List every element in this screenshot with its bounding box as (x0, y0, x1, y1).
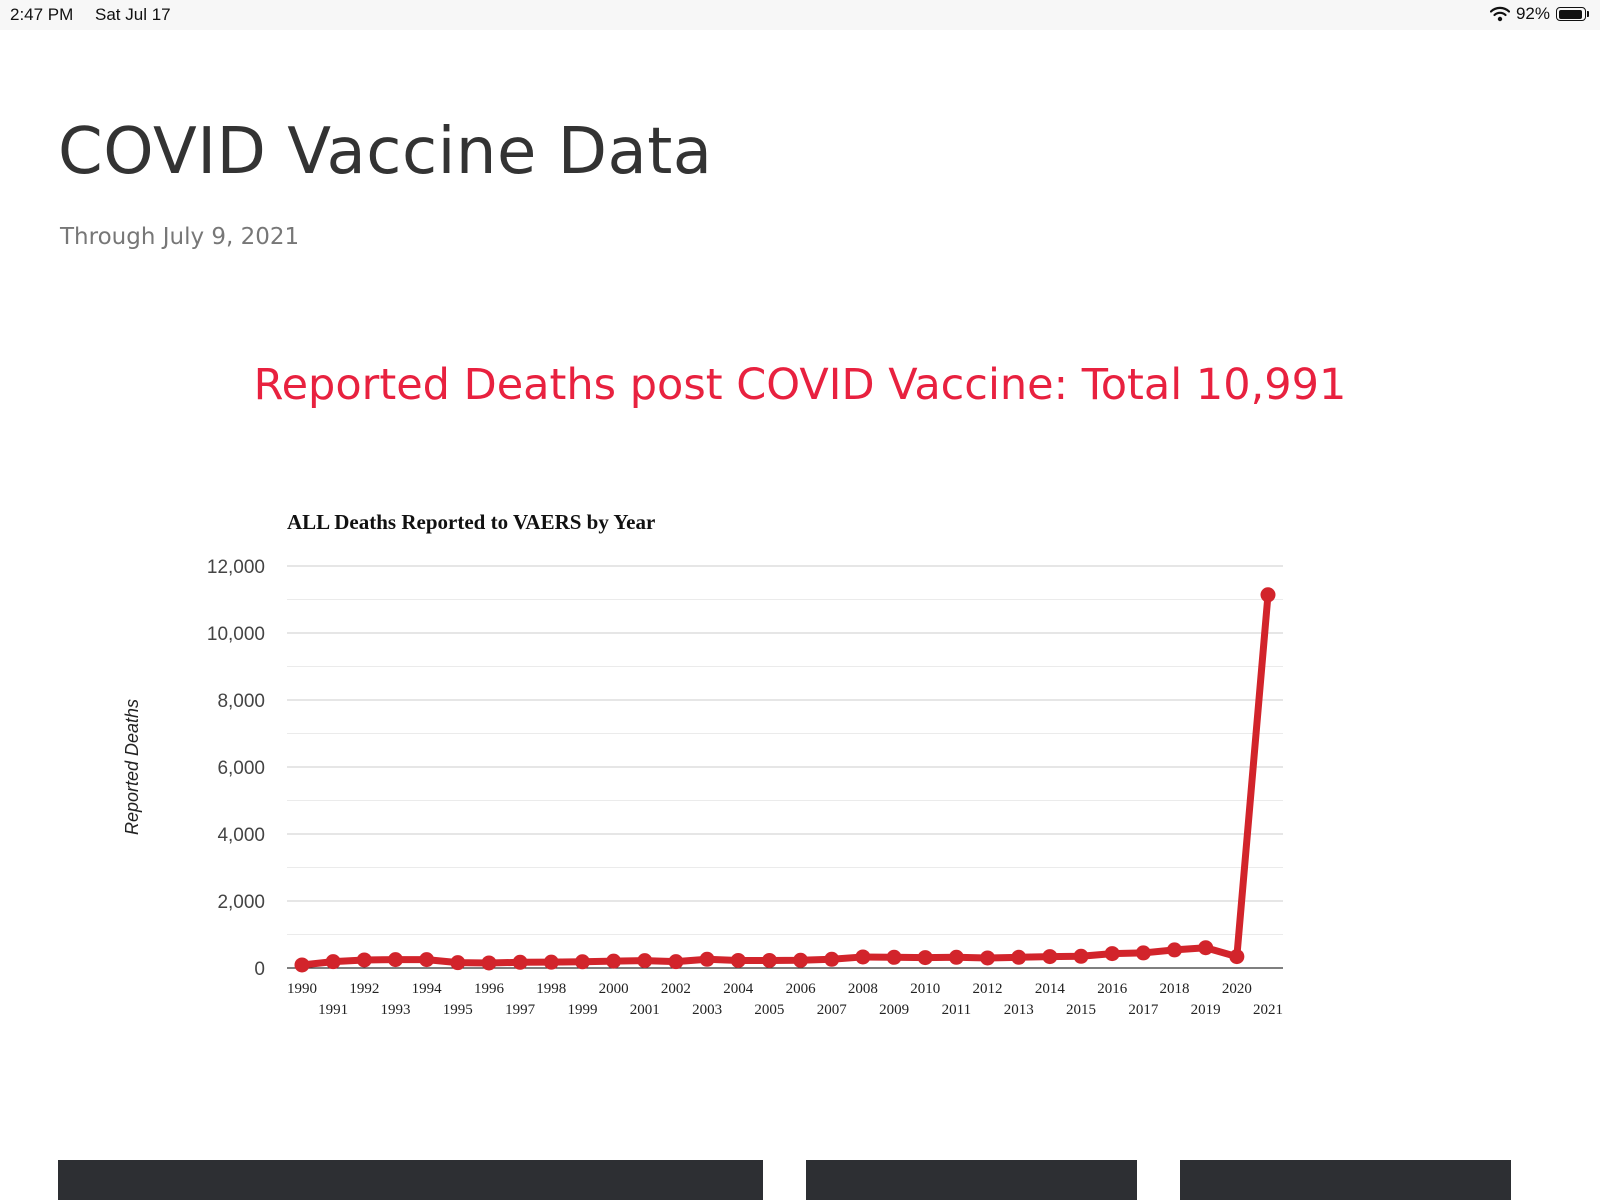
y-tick-label: 2,000 (217, 892, 265, 913)
y-tick-label: 0 (254, 959, 265, 980)
data-point-2014 (1042, 949, 1058, 965)
y-tick-label: 10,000 (207, 624, 265, 645)
y-tick-label: 4,000 (217, 825, 265, 846)
data-point-2005 (761, 952, 777, 968)
x-tick-label: 1993 (380, 1002, 410, 1018)
data-point-2015 (1073, 948, 1089, 964)
data-point-1991 (325, 954, 341, 970)
deaths-line-chart: ALL Deaths Reported to VAERS by Year Rep… (122, 510, 1283, 1018)
data-point-2003 (699, 951, 715, 967)
data-point-1995 (450, 955, 466, 971)
data-point-2013 (1011, 949, 1027, 965)
y-tick-label: 6,000 (217, 758, 265, 779)
x-tick-label: 1997 (505, 1002, 536, 1018)
y-tick-label: 8,000 (217, 691, 265, 712)
data-point-1992 (356, 952, 372, 968)
x-tick-label: 2004 (723, 981, 754, 997)
data-point-2001 (637, 953, 653, 969)
bottom-card-3[interactable] (1180, 1160, 1511, 1200)
x-tick-label: 2016 (1097, 981, 1128, 997)
x-tick-label: 1994 (412, 981, 443, 997)
data-point-1994 (419, 952, 435, 968)
x-tick-label: 2013 (1004, 1002, 1034, 1018)
page-title: COVID Vaccine Data (58, 115, 713, 189)
x-tick-label: 2006 (786, 981, 817, 997)
series-line (298, 591, 1272, 969)
data-point-2016 (1104, 946, 1120, 962)
data-point-2012 (980, 950, 996, 966)
battery-fill (1558, 9, 1582, 19)
data-point-2021 (1260, 587, 1276, 603)
data-point-2018 (1167, 942, 1183, 958)
data-point-1990 (294, 957, 310, 973)
x-tick-label: 1996 (474, 981, 505, 997)
grid-layer (287, 565, 1283, 969)
data-point-2006 (793, 952, 809, 968)
data-point-1996 (481, 955, 497, 971)
page-subtitle: Through July 9, 2021 (60, 224, 300, 250)
x-tick-label: 1991 (318, 1002, 348, 1018)
x-tick-label: 2017 (1128, 1002, 1159, 1018)
x-tick-labels: 1990199119921993199419951996199719981999… (287, 981, 1283, 1018)
x-tick-label: 2018 (1160, 981, 1190, 997)
data-point-2020 (1229, 949, 1245, 965)
battery-icon (1556, 7, 1589, 21)
x-tick-label: 1998 (536, 981, 566, 997)
data-point-2010 (917, 950, 933, 966)
wifi-icon (1489, 6, 1510, 22)
data-point-2002 (668, 954, 684, 970)
x-tick-label: 2003 (692, 1002, 722, 1018)
x-tick-label: 2012 (973, 981, 1003, 997)
x-tick-label: 2005 (754, 1002, 784, 1018)
bottom-card-1[interactable] (58, 1160, 763, 1200)
y-axis-label: Reported Deaths (122, 699, 142, 835)
x-tick-label: 2011 (942, 1002, 971, 1018)
data-point-2004 (730, 952, 746, 968)
data-point-2009 (886, 949, 902, 965)
x-tick-label: 2020 (1222, 981, 1252, 997)
data-point-1993 (387, 952, 403, 968)
series-layer (294, 587, 1276, 973)
data-point-2008 (855, 949, 871, 965)
x-tick-label: 2015 (1066, 1002, 1096, 1018)
x-tick-label: 1995 (443, 1002, 473, 1018)
x-tick-label: 2009 (879, 1002, 909, 1018)
x-tick-label: 2000 (599, 981, 629, 997)
x-tick-label: 2007 (817, 1002, 848, 1018)
data-point-2019 (1198, 940, 1214, 956)
data-point-1998 (543, 954, 559, 970)
x-tick-label: 2008 (848, 981, 878, 997)
x-tick-label: 2019 (1191, 1002, 1221, 1018)
battery-percent: 92% (1515, 4, 1550, 23)
data-point-2007 (824, 951, 840, 967)
bottom-card-2[interactable] (806, 1160, 1137, 1200)
data-point-1999 (574, 954, 590, 970)
data-point-2017 (1135, 945, 1151, 961)
data-point-1997 (512, 954, 528, 970)
status-right: 92% (1489, 4, 1589, 24)
x-tick-label: 1999 (567, 1002, 597, 1018)
x-tick-label: 1992 (349, 981, 379, 997)
status-time: 2:47 PM (10, 5, 74, 24)
data-point-2000 (606, 953, 622, 969)
x-tick-label: 2014 (1035, 981, 1066, 997)
x-tick-label: 2001 (630, 1002, 660, 1018)
x-tick-label: 2002 (661, 981, 691, 997)
x-tick-label: 1990 (287, 981, 317, 997)
x-tick-label: 2010 (910, 981, 940, 997)
data-point-2011 (948, 949, 964, 965)
y-tick-labels: 0 2,000 4,000 6,000 8,000 10,000 12,000 (207, 557, 265, 980)
y-tick-label: 12,000 (207, 557, 265, 578)
headline: Reported Deaths post COVID Vaccine: Tota… (253, 360, 1347, 410)
status-bar: 2:47 PM Sat Jul 17 92% (0, 0, 1600, 30)
chart-title: ALL Deaths Reported to VAERS by Year (287, 510, 655, 534)
status-date: Sat Jul 17 (95, 5, 171, 24)
x-tick-label: 2021 (1253, 1002, 1283, 1018)
